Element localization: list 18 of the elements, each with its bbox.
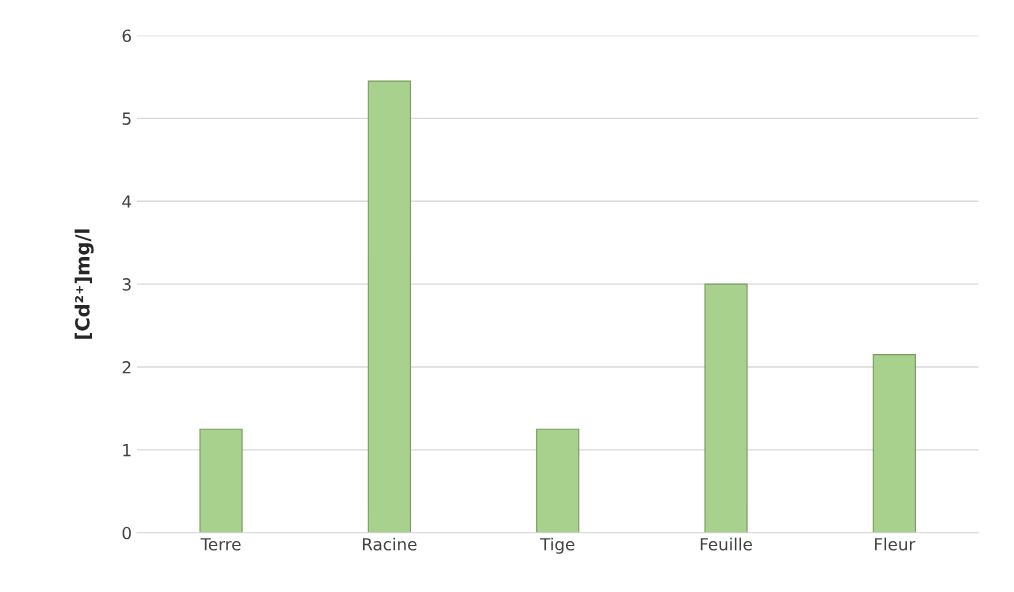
- y-tick-label: 6: [122, 29, 131, 43]
- bar: [872, 354, 916, 533]
- bar: [704, 283, 748, 533]
- y-tick-label: 4: [122, 195, 132, 208]
- y-tick-label: 0: [122, 526, 131, 540]
- x-tick-label: Racine: [363, 537, 417, 551]
- bar: [536, 428, 580, 533]
- x-tick-label: Terre: [200, 538, 241, 551]
- x-tick-label: Fleur: [875, 537, 916, 551]
- bar: [367, 80, 411, 533]
- x-tick-label: Tige: [540, 537, 575, 554]
- y-tick-label: 3: [122, 278, 131, 291]
- y-tick-label: 5: [122, 112, 131, 125]
- y-axis-title: [Cd²⁺]mg/l: [74, 229, 94, 339]
- y-tick-label: 2: [122, 361, 131, 374]
- y-tick-label: 1: [123, 444, 131, 457]
- bar: [199, 428, 243, 533]
- x-tick-label: Feuille: [700, 537, 752, 551]
